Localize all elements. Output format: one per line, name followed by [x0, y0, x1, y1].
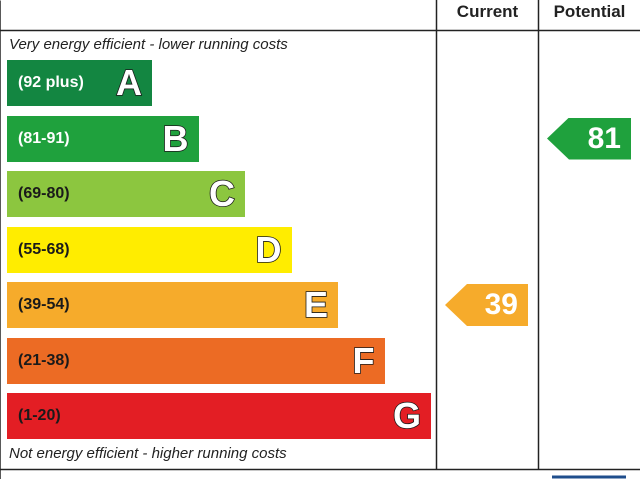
band-letter: A	[115, 61, 143, 104]
rating-band-f: (21-38) F	[7, 337, 385, 384]
band-range-label: (81-91)	[18, 129, 70, 147]
band-letter: C	[208, 172, 236, 215]
band-range-label: (55-68)	[18, 240, 70, 258]
band-letter: B	[162, 117, 190, 160]
band-range-label: (39-54)	[18, 296, 70, 313]
band-letter: G	[392, 394, 422, 437]
rating-band-a: (92 plus) A	[7, 60, 152, 106]
current-rating-value: 39	[484, 288, 518, 321]
rating-band-e: (39-54) E	[7, 282, 338, 328]
rating-band-c: (69-80) C	[7, 171, 245, 217]
potential-rating-value: 81	[587, 121, 621, 155]
band-letter: D	[255, 228, 283, 271]
rating-band-b: (81-91) B	[7, 115, 199, 162]
rating-band-d: (55-68) D	[7, 226, 292, 273]
current-column-header: Current	[456, 2, 519, 21]
band-range-label: (21-38)	[18, 351, 70, 369]
band-range-label: (92 plus)	[18, 74, 84, 91]
inefficient-note: Not energy efficient - higher running co…	[9, 445, 287, 462]
band-letter: E	[303, 283, 329, 326]
rating-band-g: (1-20) G	[7, 393, 431, 439]
band-range-label: (69-80)	[18, 185, 70, 202]
band-range-label: (1-20)	[18, 407, 61, 424]
efficient-note: Very energy efficient - lower running co…	[9, 36, 288, 53]
potential-column-header: Potential	[553, 2, 626, 21]
band-letter: F	[352, 339, 376, 382]
